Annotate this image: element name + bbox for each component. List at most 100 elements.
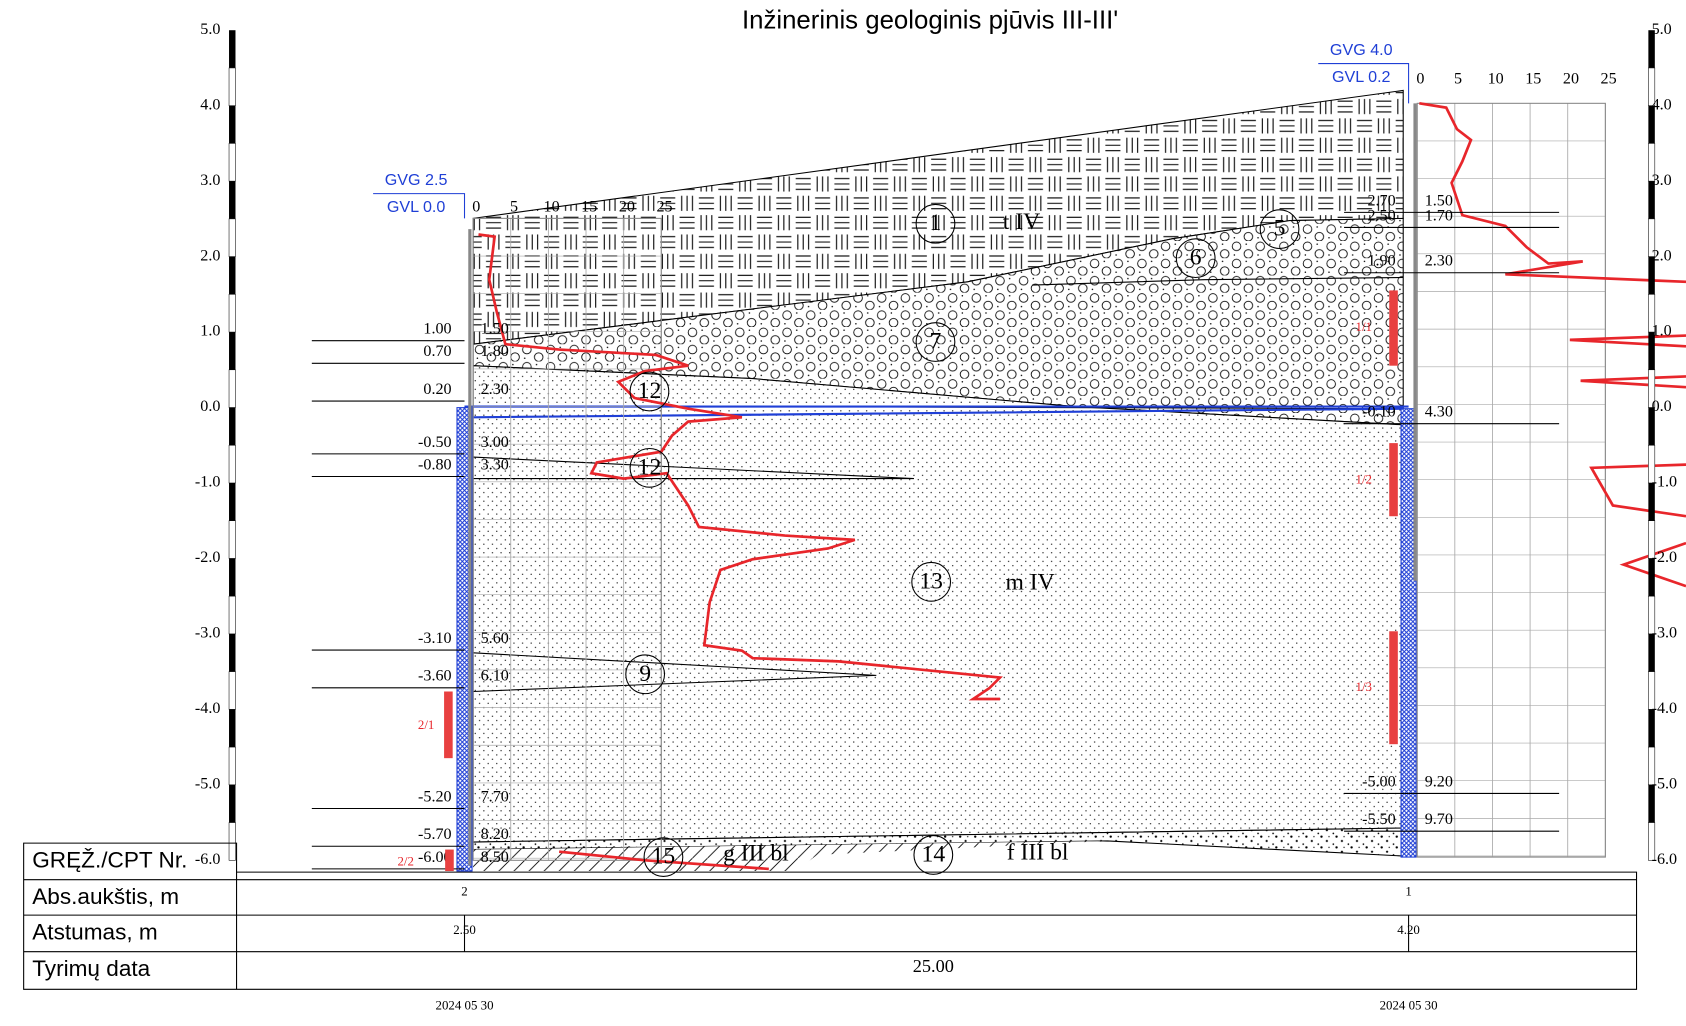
layer-depth: 2.30 <box>1425 253 1453 270</box>
scale-bar <box>1648 257 1654 295</box>
title: Inžinerinis geologinis pjūvis III-III' <box>742 6 1118 34</box>
sample-label: 2/1 <box>418 718 434 732</box>
layer-depth: 5.60 <box>481 630 509 647</box>
cpt-tick-label: 15 <box>1525 70 1541 87</box>
cpt-tick-label: 5 <box>510 198 518 215</box>
layer-number: 12 <box>638 378 662 404</box>
layer-depth: 8.20 <box>481 826 509 843</box>
layer-depth: 8.50 <box>481 849 509 866</box>
layer-number: 5 <box>1274 216 1286 242</box>
scale-bar <box>229 408 235 446</box>
cpt-tick-label: 20 <box>1563 70 1579 87</box>
layer-number: 14 <box>922 841 946 867</box>
elevation-label: -1.0 <box>1652 474 1678 491</box>
scale-bar <box>229 709 235 747</box>
layer-elevation: 0.70 <box>423 343 451 360</box>
gvl-label: GVL 0.2 <box>1332 68 1391 86</box>
scale-bar <box>229 68 235 106</box>
scale-bar <box>1648 181 1654 219</box>
sample-label: 1/2 <box>1356 473 1372 487</box>
cpt-tick-label: 0 <box>472 198 480 215</box>
layer-sand <box>473 366 1403 842</box>
layer-elevation: 0.20 <box>423 381 451 398</box>
elevation-label: -5.0 <box>1652 776 1678 793</box>
well-number: 2 <box>461 885 467 899</box>
scale-bar <box>229 747 235 785</box>
scale-bar <box>1648 30 1654 68</box>
layer-number: 9 <box>639 661 651 687</box>
layer-number: 13 <box>919 568 943 594</box>
scale-bar <box>229 181 235 219</box>
scale-bar <box>1648 634 1654 672</box>
scale-bar <box>229 370 235 408</box>
cpt-tick-label: 25 <box>656 198 672 215</box>
section-drawing: Inžinerinis geologinis pjūvis III-III' 5… <box>0 0 1686 1026</box>
scale-bar <box>1648 709 1654 747</box>
layer-elevation: -3.10 <box>418 630 452 647</box>
scale-bar <box>1648 106 1654 144</box>
scale-bar <box>229 106 235 144</box>
scale-bar <box>229 332 235 370</box>
layer-depth: 9.70 <box>1425 811 1453 828</box>
elevation-label: -6.0 <box>1652 851 1678 868</box>
elevation-label: -6.0 <box>195 851 221 868</box>
sample-label: 1/1 <box>1356 320 1372 334</box>
table-header: Atstumas, m <box>32 919 157 944</box>
scale-bar <box>229 558 235 596</box>
scale-bar <box>229 672 235 710</box>
layer-depth: 1.70 <box>1425 207 1453 224</box>
sample-bar <box>444 691 453 758</box>
elevation-label: -4.0 <box>1652 700 1678 717</box>
scale-bar <box>229 30 235 68</box>
page: {"title": "Inžinerinis geologinis pjūvis… <box>0 0 1686 1026</box>
layer-elevation: -0.80 <box>418 456 452 473</box>
layer-depth: 9.20 <box>1425 773 1453 790</box>
layer-elevation: -5.20 <box>418 788 452 805</box>
elevation-label: 2.0 <box>200 247 220 264</box>
table-header: Tyrimų data <box>32 956 150 981</box>
scale-bar <box>229 257 235 295</box>
elevation-label: -3.0 <box>1652 625 1678 642</box>
gvg-label: GVG 4.0 <box>1330 41 1393 59</box>
cpt-tick-label: 10 <box>1488 70 1504 87</box>
sample-bar <box>1389 631 1398 744</box>
layer-depth: 3.30 <box>481 456 509 473</box>
table-header: Abs.aukštis, m <box>32 884 179 909</box>
layer-depth: 6.10 <box>481 668 509 685</box>
scale-bar <box>1648 558 1654 596</box>
layer-elevation: 1.00 <box>423 321 451 338</box>
scale-bar <box>1648 332 1654 370</box>
layer-elevation: -5.70 <box>418 826 452 843</box>
layer-elevation: -5.50 <box>1362 811 1396 828</box>
elevation-label: 0.0 <box>200 398 220 415</box>
formation-label: t IV <box>1003 209 1040 235</box>
layer-number: 12 <box>638 454 662 480</box>
layer-elevation: -5.00 <box>1362 773 1396 790</box>
cpt-tick-label: 20 <box>619 198 635 215</box>
scale-bar <box>229 445 235 483</box>
well-date: 2024 05 30 <box>1380 998 1438 1012</box>
layer-number: 1 <box>930 210 942 236</box>
scale-bar <box>229 219 235 257</box>
elevation-label: -3.0 <box>195 625 221 642</box>
elevation-label: -2.0 <box>195 549 221 566</box>
scale-bar <box>1648 408 1654 446</box>
layer-number: 6 <box>1190 245 1202 271</box>
formation-label: f III bl <box>1007 839 1069 865</box>
layer-elevation: -3.60 <box>418 668 452 685</box>
sample-bar <box>445 850 454 872</box>
gvg-label: GVG 2.5 <box>385 171 448 189</box>
layer-depth: 1.80 <box>481 343 509 360</box>
elevation-label: -1.0 <box>195 474 221 491</box>
layer-depth: 2.30 <box>481 381 509 398</box>
scale-bar <box>229 823 235 861</box>
well-number: 1 <box>1405 885 1411 899</box>
layer-elevation: -0.50 <box>418 434 452 451</box>
cpt-tick-label: 10 <box>544 198 560 215</box>
layer-depth: 3.00 <box>481 434 509 451</box>
scale-bar <box>229 521 235 559</box>
cpt-curve <box>1419 103 1686 586</box>
elevation-label: 4.0 <box>200 96 220 113</box>
layer-elevation: 1.90 <box>1367 253 1395 270</box>
formation-label: g III bl <box>723 840 789 866</box>
